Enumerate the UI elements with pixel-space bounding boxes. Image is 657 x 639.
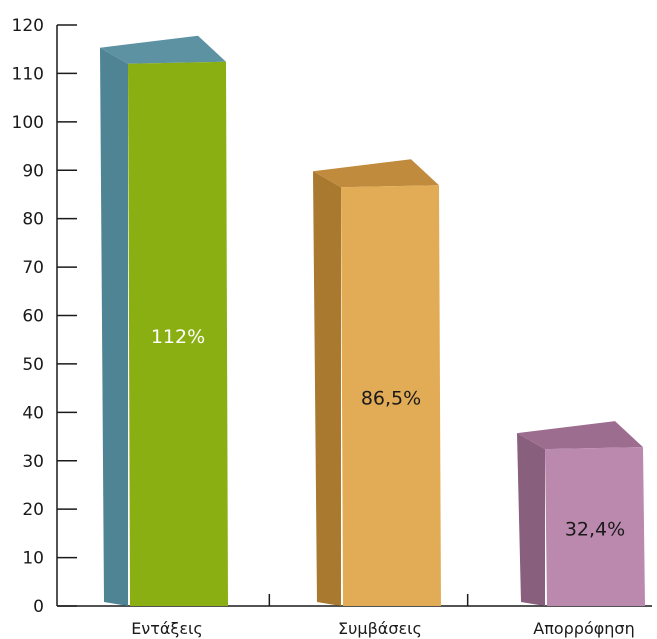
bar-top-face (313, 159, 439, 188)
y-tick-label: 80 (22, 210, 44, 230)
x-category-label: Εντάξεις (131, 619, 203, 638)
bar-data-label: 86,5% (361, 388, 421, 410)
bar-data-label: 32,4% (565, 519, 625, 541)
y-tick-label: 40 (22, 403, 44, 423)
y-tick-label: 60 (22, 307, 44, 327)
bar-1: 112% (100, 35, 228, 606)
y-tick-label: 20 (22, 500, 44, 520)
y-axis: 0 10 20 30 40 50 60 70 80 90 100 110 120 (12, 16, 77, 617)
bar-side-face (100, 47, 128, 606)
bar-3: 32,4% (517, 421, 645, 606)
bar-2: 86,5% (313, 159, 441, 606)
bar-side-face (313, 171, 341, 606)
y-tick-label: 90 (22, 161, 44, 181)
x-category-label: Απορρόφηση (533, 619, 634, 638)
bar-data-label: 112% (151, 326, 205, 348)
bar-top-face (517, 421, 643, 450)
bars-group: 112% 86,5% 32,4% (100, 35, 645, 606)
y-tick-label: 30 (22, 452, 44, 472)
y-tick-label: 70 (22, 258, 44, 278)
y-tick-label: 120 (12, 16, 44, 36)
y-tick-label: 10 (22, 549, 44, 569)
y-tick-label: 110 (12, 64, 44, 84)
bar-side-face (517, 433, 545, 606)
x-category-label: Συμβάσεις (338, 619, 422, 638)
bar-top-face (100, 35, 226, 64)
bar-front-face (128, 61, 228, 606)
y-tick-label: 0 (33, 597, 44, 617)
bar-front-face (341, 185, 441, 606)
y-tick-label: 100 (12, 113, 44, 133)
y-tick-label: 50 (22, 355, 44, 375)
bar-front-face (545, 447, 645, 606)
